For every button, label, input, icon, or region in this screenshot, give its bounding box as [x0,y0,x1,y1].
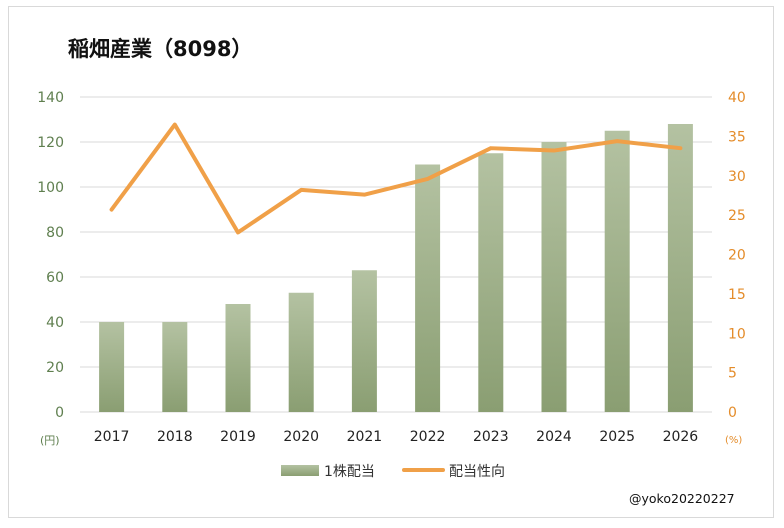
x-tick-label: 2017 [94,429,130,445]
left-axis-unit: (円) [40,434,60,447]
bar-2025 [604,130,630,412]
chart-title: 稲畑産業（8098） [68,37,252,61]
legend-bar-label: 1株配当 [324,464,375,480]
left-tick-label: 140 [37,90,64,106]
bar-2019 [225,304,251,412]
x-tick-label: 2020 [283,429,319,445]
bar-2021 [351,270,377,412]
x-tick-label: 2019 [220,429,256,445]
right-axis-unit: (%) [725,435,742,446]
left-tick-label: 60 [46,270,64,286]
x-tick-label: 2026 [663,429,699,445]
right-tick-label: 10 [728,326,746,342]
right-tick-label: 35 [728,129,746,145]
line-series [109,122,683,235]
bar-2020 [288,292,314,412]
right-tick-label: 15 [728,287,746,303]
right-tick-label: 30 [728,169,746,185]
right-tick-label: 25 [728,208,746,224]
left-tick-label: 80 [46,225,64,241]
left-tick-label: 20 [46,360,64,376]
x-tick-label: 2018 [157,429,193,445]
credit-text: @yoko20220227 [629,491,735,506]
bar-2022 [415,164,441,412]
chart-frame [8,6,774,518]
bar-2018 [162,322,188,412]
legend-line-label: 配当性向 [449,464,505,480]
bar-2024 [541,142,567,412]
right-axis-ticks: 0 5 10 15 20 25 30 35 40 [728,90,746,421]
left-axis-ticks: 0 20 40 60 80 100 120 140 [37,90,64,421]
x-tick-label: 2025 [599,429,635,445]
payout-ratio-line [109,122,683,235]
right-tick-label: 5 [728,366,737,382]
left-tick-label: 120 [37,135,64,151]
x-tick-label: 2023 [473,429,509,445]
left-tick-label: 0 [55,405,64,421]
x-axis-ticks: 2017 2018 2019 2020 2021 2022 2023 2024 2025 2026 [94,429,699,445]
bar-2023 [478,153,504,412]
right-tick-label: 0 [728,405,737,421]
right-tick-label: 20 [728,248,746,264]
x-tick-label: 2021 [347,429,383,445]
bar-series [99,124,693,412]
legend-bar-swatch [281,465,319,476]
bar-2026 [667,124,693,412]
bar-2017 [99,322,125,412]
left-tick-label: 100 [37,180,64,196]
legend: 1株配当 配当性向 [281,464,505,480]
left-tick-label: 40 [46,315,64,331]
right-tick-label: 40 [728,90,746,106]
x-tick-label: 2022 [410,429,446,445]
x-tick-label: 2024 [536,429,572,445]
